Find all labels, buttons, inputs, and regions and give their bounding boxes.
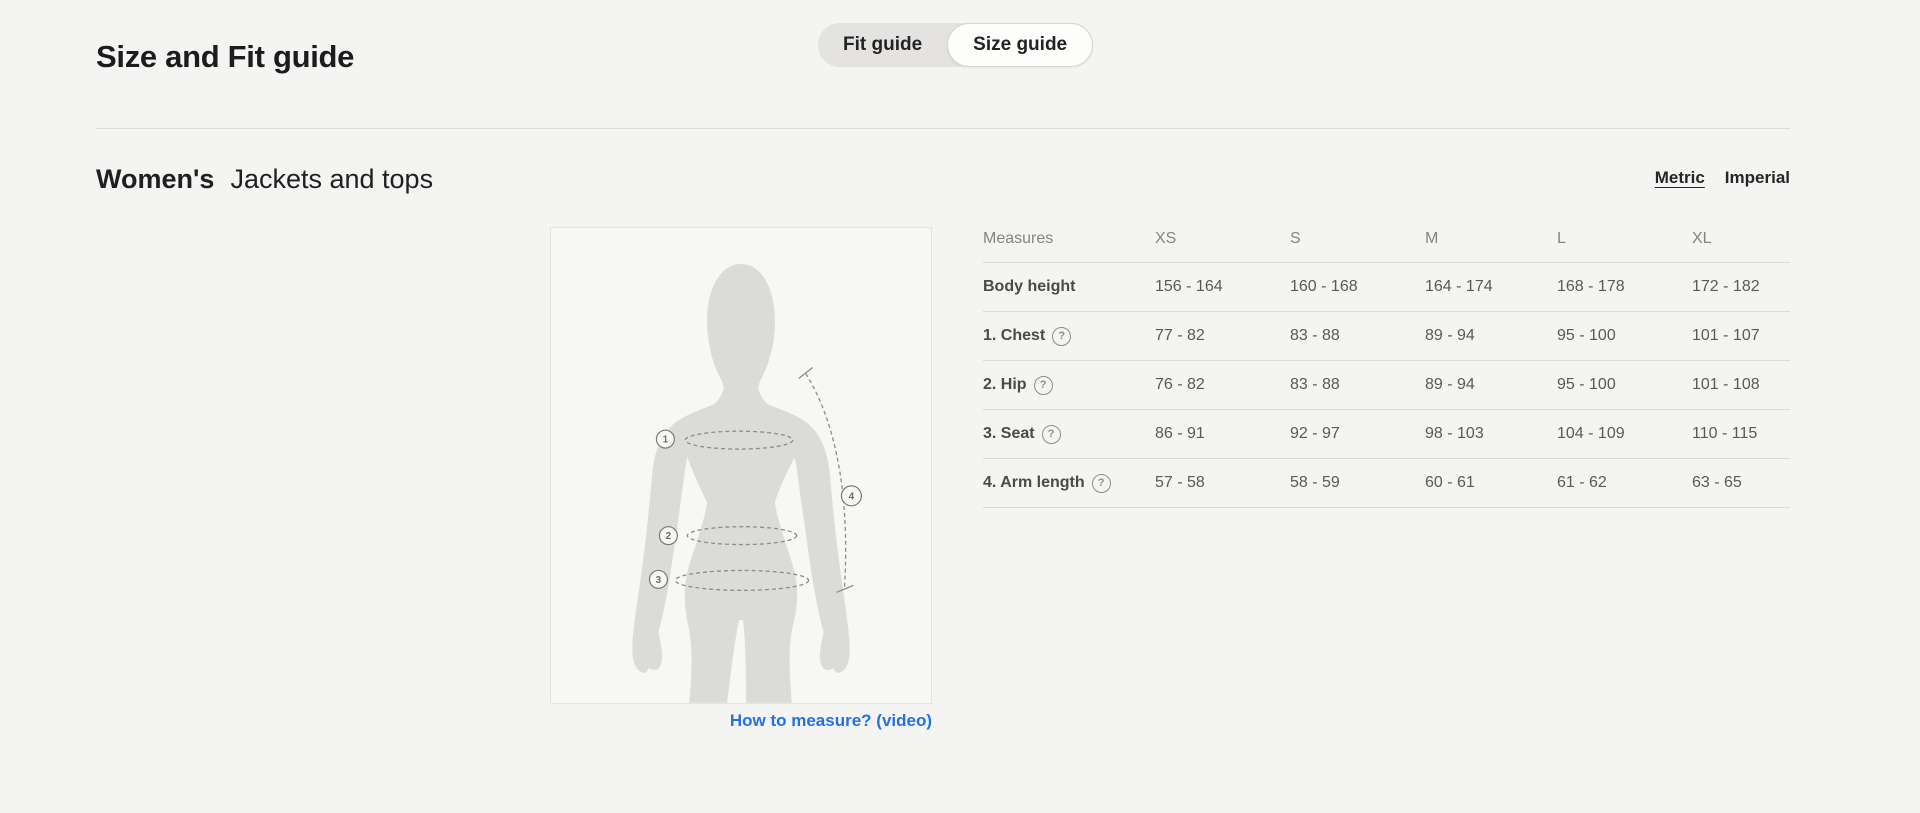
cell-value: 61 - 62 bbox=[1557, 474, 1607, 491]
body-silhouette-head bbox=[707, 264, 775, 424]
marker-2-number: 2 bbox=[666, 531, 672, 542]
cell-value: 156 - 164 bbox=[1155, 278, 1223, 295]
col-header-m: M bbox=[1425, 229, 1439, 247]
marker-1-number: 1 bbox=[663, 435, 669, 446]
arm-length-tick-bottom bbox=[836, 584, 854, 593]
section-heading: Women's Jackets and tops bbox=[96, 164, 433, 195]
arm-length-measure-line bbox=[805, 373, 847, 589]
marker-3-number: 3 bbox=[656, 575, 662, 586]
unit-metric[interactable]: Metric bbox=[1654, 168, 1705, 187]
row-label: 1. Chest bbox=[983, 327, 1046, 344]
body-silhouette-torso bbox=[632, 375, 850, 703]
table-header-row: Measures XS S M L XL bbox=[983, 215, 1790, 263]
row-label: 3. Seat bbox=[983, 425, 1035, 442]
table-row-body-height: Body height 156 - 164 160 - 168 164 - 17… bbox=[983, 263, 1790, 312]
section-gender: Women's bbox=[96, 164, 215, 194]
row-label: 4. Arm length bbox=[983, 474, 1085, 491]
hip-measure-line bbox=[686, 526, 798, 546]
unit-imperial[interactable]: Imperial bbox=[1724, 168, 1790, 187]
marker-3-circle bbox=[648, 569, 668, 589]
cell-value: 92 - 97 bbox=[1290, 425, 1340, 442]
cell-value: 98 - 103 bbox=[1425, 425, 1484, 442]
help-icon[interactable]: ? bbox=[1052, 326, 1072, 346]
section-category: Jackets and tops bbox=[230, 164, 434, 194]
cell-value: 168 - 178 bbox=[1557, 278, 1625, 295]
unit-switch: Metric Imperial bbox=[1655, 168, 1790, 188]
header-divider bbox=[96, 128, 1790, 129]
col-header-measures: Measures bbox=[983, 229, 1054, 247]
cell-value: 76 - 82 bbox=[1155, 376, 1205, 393]
body-diagram-svg: 1 2 3 4 bbox=[632, 264, 862, 703]
row-label: Body height bbox=[983, 278, 1076, 295]
col-header-xl: XL bbox=[1692, 229, 1712, 247]
cell-value: 58 - 59 bbox=[1290, 474, 1340, 491]
cell-value: 83 - 88 bbox=[1290, 327, 1340, 344]
row-label: 2. Hip bbox=[983, 376, 1027, 393]
marker-1-circle bbox=[655, 429, 675, 449]
help-icon[interactable]: ? bbox=[1091, 473, 1111, 493]
table-row-seat: 3. Seat ? 86 - 91 92 - 97 98 - 103 104 -… bbox=[983, 410, 1790, 459]
cell-value: 110 - 115 bbox=[1692, 425, 1758, 442]
cell-value: 164 - 174 bbox=[1425, 278, 1493, 295]
how-to-measure-link[interactable]: How to measure? (video) bbox=[729, 711, 932, 730]
help-icon[interactable]: ? bbox=[1041, 424, 1061, 444]
seat-measure-line bbox=[674, 569, 810, 591]
col-header-s: S bbox=[1290, 229, 1301, 247]
cell-value: 101 - 107 bbox=[1692, 327, 1760, 344]
cell-value: 60 - 61 bbox=[1425, 474, 1475, 491]
cell-value: 95 - 100 bbox=[1557, 376, 1616, 393]
tab-size-guide[interactable]: Size guide bbox=[947, 23, 1094, 67]
page-title: Size and Fit guide bbox=[96, 38, 355, 74]
body-diagram: 1 2 3 4 bbox=[550, 227, 932, 704]
cell-value: 160 - 168 bbox=[1290, 278, 1358, 295]
help-icon[interactable]: ? bbox=[1033, 375, 1053, 395]
table-row-arm-length: 4. Arm length ? 57 - 58 58 - 59 60 - 61 … bbox=[983, 459, 1790, 508]
marker-4-number: 4 bbox=[849, 491, 855, 502]
cell-value: 57 - 58 bbox=[1155, 474, 1205, 491]
cell-value: 104 - 109 bbox=[1557, 425, 1625, 442]
col-header-xs: XS bbox=[1155, 229, 1177, 247]
guide-toggle: Fit guide Size guide bbox=[818, 23, 1094, 67]
cell-value: 63 - 65 bbox=[1692, 474, 1742, 491]
col-header-l: L bbox=[1557, 229, 1566, 247]
tab-fit-guide[interactable]: Fit guide bbox=[843, 34, 923, 55]
cell-value: 77 - 82 bbox=[1155, 327, 1205, 344]
cell-value: 86 - 91 bbox=[1155, 425, 1205, 442]
cell-value: 101 - 108 bbox=[1692, 376, 1760, 393]
table-row-hip: 2. Hip ? 76 - 82 83 - 88 89 - 94 95 - 10… bbox=[983, 361, 1790, 410]
cell-value: 89 - 94 bbox=[1425, 327, 1475, 344]
cell-value: 83 - 88 bbox=[1290, 376, 1340, 393]
cell-value: 89 - 94 bbox=[1425, 376, 1475, 393]
arm-length-tick-top bbox=[798, 367, 814, 379]
cell-value: 172 - 182 bbox=[1692, 278, 1760, 295]
cell-value: 95 - 100 bbox=[1557, 327, 1616, 344]
table-row-chest: 1. Chest ? 77 - 82 83 - 88 89 - 94 95 - … bbox=[983, 312, 1790, 361]
marker-4-circle bbox=[840, 485, 862, 507]
size-table: Measures XS S M L XL Body height 156 - 1… bbox=[983, 215, 1790, 508]
marker-2-circle bbox=[658, 526, 678, 546]
chest-measure-line bbox=[684, 430, 794, 450]
